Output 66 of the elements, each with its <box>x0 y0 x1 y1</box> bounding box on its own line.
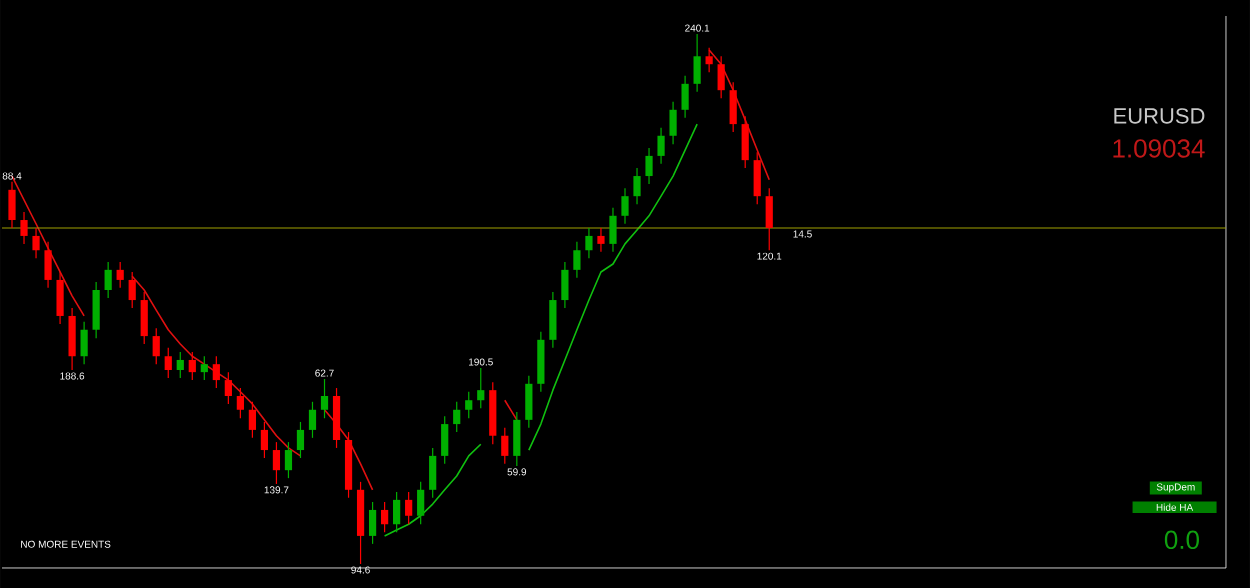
candlestick <box>501 427 509 465</box>
candlestick <box>441 415 449 465</box>
candlestick <box>381 501 389 533</box>
candlestick <box>465 391 473 419</box>
candlestick <box>549 291 557 349</box>
candlestick <box>453 401 461 433</box>
candlestick <box>513 411 521 467</box>
candlestick <box>585 227 593 259</box>
candlestick <box>537 331 545 393</box>
candlestick <box>561 261 569 309</box>
text: EURUSD <box>1114 108 1205 124</box>
candlestick <box>236 387 244 419</box>
candlestick <box>104 261 112 299</box>
text: 1.09034 <box>1113 139 1205 158</box>
candlestick <box>128 271 136 309</box>
candlestick <box>765 187 773 251</box>
candlestick <box>20 211 28 245</box>
candlestick <box>200 355 208 381</box>
candlestick <box>729 81 737 133</box>
candlestick <box>140 291 148 345</box>
candlestick <box>417 481 425 525</box>
candlestick <box>152 327 160 365</box>
candlestick <box>56 271 64 325</box>
candlestick <box>753 151 761 205</box>
candlestick <box>272 441 281 485</box>
candlestick <box>489 381 497 445</box>
candlestick <box>260 421 269 459</box>
candlestick <box>741 115 749 169</box>
candlestick <box>176 351 184 379</box>
candlestick <box>393 491 401 533</box>
candlestick <box>224 371 232 405</box>
candlestick <box>80 321 88 365</box>
candlestick <box>597 227 605 253</box>
candlestick <box>717 55 725 99</box>
text: 0.0 <box>1164 530 1199 550</box>
candlestick <box>477 367 485 409</box>
candlestick <box>669 101 677 145</box>
candlestick <box>429 447 437 499</box>
candlestick <box>8 181 16 229</box>
candlestick <box>657 127 665 165</box>
candlestick <box>248 401 256 439</box>
candlestick <box>332 387 341 449</box>
candlestick <box>633 167 641 205</box>
candlestick <box>645 147 653 185</box>
candlestick <box>44 241 52 289</box>
candlestick <box>116 261 124 289</box>
candlestick <box>621 187 629 225</box>
candlestick <box>188 351 196 381</box>
candlestick <box>296 421 305 459</box>
candlestick <box>525 375 533 429</box>
candlestick <box>609 207 617 253</box>
candlestick <box>308 401 317 439</box>
candlestick <box>693 33 701 93</box>
candlestick <box>92 281 100 339</box>
candlestick <box>320 378 329 419</box>
candlestick <box>212 355 220 389</box>
candlestick <box>705 47 713 73</box>
candlestick <box>573 241 581 279</box>
candlestick <box>356 481 365 565</box>
candlestick <box>68 307 76 371</box>
candlestick <box>368 501 377 545</box>
candlestick <box>681 75 689 119</box>
candlestick <box>32 227 40 259</box>
candlestick <box>284 441 293 479</box>
candlestick <box>164 347 172 379</box>
candlestick <box>405 491 413 525</box>
